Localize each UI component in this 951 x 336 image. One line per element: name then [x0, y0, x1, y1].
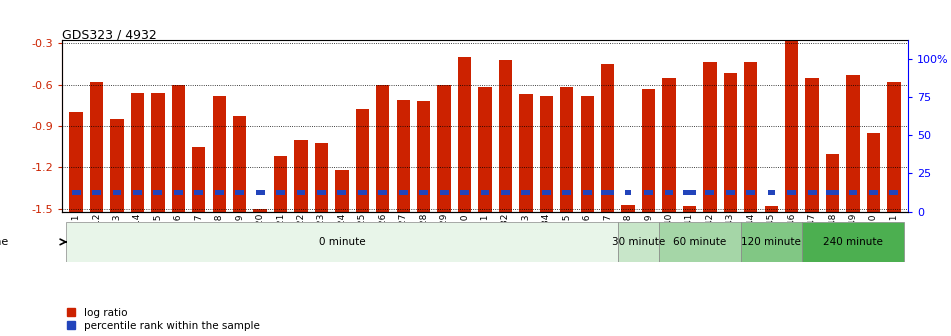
- Bar: [274, 156, 287, 212]
- Bar: [295, 140, 308, 212]
- Bar: [848, 190, 858, 195]
- Bar: [726, 190, 735, 195]
- Bar: [659, 222, 741, 262]
- Bar: [458, 57, 471, 212]
- Bar: [802, 222, 904, 262]
- Bar: [478, 87, 492, 212]
- Bar: [519, 94, 533, 212]
- Bar: [213, 96, 226, 212]
- Bar: [642, 89, 655, 212]
- Bar: [215, 190, 223, 195]
- Bar: [439, 190, 449, 195]
- Bar: [866, 133, 880, 212]
- Bar: [807, 190, 817, 195]
- Text: 0 minute: 0 minute: [319, 237, 365, 247]
- Bar: [618, 222, 659, 262]
- Bar: [625, 190, 631, 195]
- Bar: [825, 154, 839, 212]
- Bar: [747, 190, 755, 195]
- Bar: [174, 190, 183, 195]
- Bar: [460, 190, 469, 195]
- Bar: [297, 190, 305, 195]
- Bar: [338, 190, 346, 195]
- Bar: [358, 190, 367, 195]
- Bar: [741, 222, 802, 262]
- Bar: [887, 82, 901, 212]
- Bar: [172, 85, 185, 212]
- Bar: [767, 190, 774, 195]
- Bar: [233, 116, 246, 212]
- Legend: log ratio, percentile rank within the sample: log ratio, percentile rank within the sa…: [67, 308, 260, 331]
- Bar: [765, 206, 778, 212]
- Bar: [560, 87, 573, 212]
- Bar: [744, 62, 757, 212]
- Bar: [110, 119, 124, 212]
- Bar: [601, 64, 614, 212]
- Bar: [317, 190, 326, 195]
- Bar: [785, 25, 798, 212]
- Bar: [66, 222, 618, 262]
- Bar: [235, 190, 244, 195]
- Bar: [542, 190, 551, 195]
- Bar: [540, 96, 553, 212]
- Bar: [480, 190, 490, 195]
- Bar: [665, 190, 673, 195]
- Bar: [315, 142, 328, 212]
- Bar: [92, 190, 101, 195]
- Text: time: time: [0, 237, 10, 247]
- Text: GDS323 / 4932: GDS323 / 4932: [62, 29, 157, 42]
- Bar: [825, 190, 839, 195]
- Bar: [398, 190, 408, 195]
- Bar: [683, 206, 696, 212]
- Bar: [889, 190, 899, 195]
- Bar: [378, 190, 387, 195]
- Bar: [151, 93, 165, 212]
- Bar: [417, 101, 430, 212]
- Bar: [153, 190, 163, 195]
- Bar: [437, 85, 451, 212]
- Bar: [419, 190, 428, 195]
- Bar: [703, 62, 716, 212]
- Bar: [601, 190, 614, 195]
- Bar: [336, 170, 349, 212]
- Bar: [724, 74, 737, 212]
- Bar: [131, 93, 145, 212]
- Bar: [192, 147, 205, 212]
- Bar: [562, 190, 572, 195]
- Bar: [69, 112, 83, 212]
- Bar: [787, 190, 796, 195]
- Bar: [256, 190, 264, 195]
- Text: 240 minute: 240 minute: [823, 237, 883, 247]
- Bar: [644, 190, 653, 195]
- Bar: [683, 190, 696, 195]
- Bar: [869, 190, 878, 195]
- Bar: [499, 60, 512, 212]
- Text: 30 minute: 30 minute: [611, 237, 665, 247]
- Text: 120 minute: 120 minute: [741, 237, 801, 247]
- Bar: [194, 190, 204, 195]
- Bar: [71, 190, 81, 195]
- Bar: [90, 82, 104, 212]
- Bar: [377, 85, 389, 212]
- Bar: [397, 100, 410, 212]
- Bar: [501, 190, 510, 195]
- Bar: [583, 190, 592, 195]
- Text: 60 minute: 60 minute: [673, 237, 727, 247]
- Bar: [276, 190, 285, 195]
- Bar: [581, 96, 593, 212]
- Bar: [706, 190, 714, 195]
- Bar: [521, 190, 531, 195]
- Bar: [254, 209, 267, 212]
- Bar: [133, 190, 142, 195]
- Bar: [356, 110, 369, 212]
- Bar: [112, 190, 122, 195]
- Bar: [805, 78, 819, 212]
- Bar: [621, 205, 634, 212]
- Bar: [846, 75, 860, 212]
- Bar: [662, 78, 675, 212]
